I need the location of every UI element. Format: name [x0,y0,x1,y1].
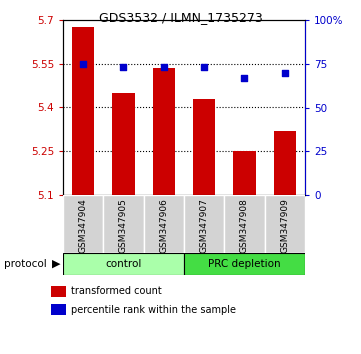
Bar [51,286,66,297]
Text: GSM347905: GSM347905 [119,198,128,253]
Bar [63,195,103,253]
Text: PRC depletion: PRC depletion [208,259,281,269]
Text: GSM347906: GSM347906 [159,198,168,253]
Bar [265,195,305,253]
Text: GSM347908: GSM347908 [240,198,249,253]
Bar [234,151,256,195]
Text: protocol: protocol [4,259,46,269]
Bar [72,27,94,195]
Point [121,64,126,70]
Bar [193,99,215,195]
Bar [144,195,184,253]
Text: percentile rank within the sample: percentile rank within the sample [71,305,236,315]
Point [282,70,288,75]
Text: GSM347904: GSM347904 [79,198,88,253]
Point [161,64,167,70]
Text: GSM347909: GSM347909 [280,198,289,253]
Point [201,64,207,70]
Bar [184,253,305,275]
Bar [274,131,296,195]
Text: transformed count: transformed count [71,286,162,296]
Bar [184,195,224,253]
Bar [103,195,144,253]
Bar [51,304,66,315]
Point [80,61,86,67]
Bar [224,195,265,253]
Text: control: control [105,259,142,269]
Bar [63,253,184,275]
Text: GSM347907: GSM347907 [200,198,209,253]
Text: GDS3532 / ILMN_1735273: GDS3532 / ILMN_1735273 [99,11,262,24]
Point [242,75,247,81]
Bar [112,93,135,195]
Text: ▶: ▶ [52,259,60,269]
Bar [153,68,175,195]
